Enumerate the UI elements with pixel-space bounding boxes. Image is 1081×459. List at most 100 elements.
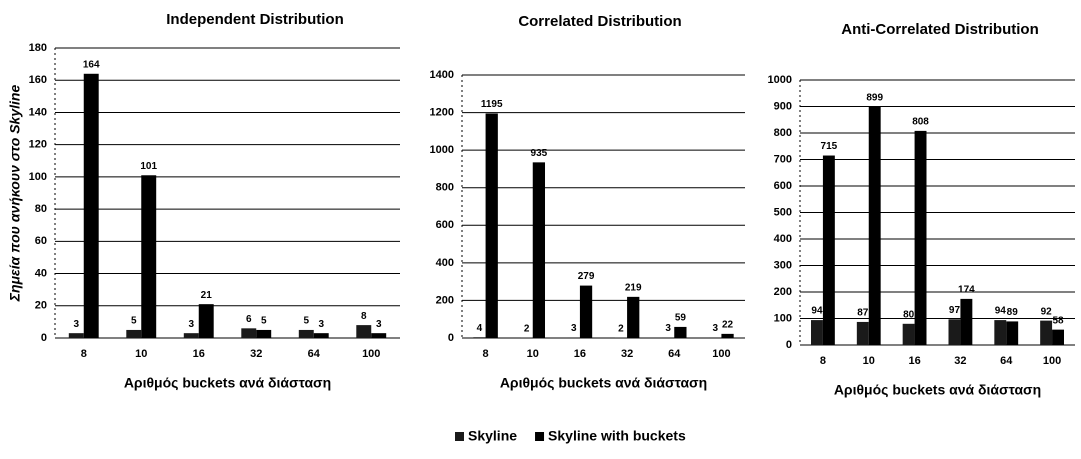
y-tick-label: 180 xyxy=(29,42,47,54)
bar xyxy=(485,113,498,338)
data-label: 808 xyxy=(912,117,929,128)
bar xyxy=(948,319,961,345)
data-label: 5 xyxy=(131,316,137,327)
bar xyxy=(1040,320,1053,345)
data-label: 174 xyxy=(958,285,975,296)
data-label: 3 xyxy=(73,319,79,330)
y-tick-label: 600 xyxy=(774,180,792,192)
x-tick-label: 32 xyxy=(954,355,966,367)
x-axis-label: Αριθμός buckets ανά διάσταση xyxy=(124,375,331,391)
y-tick-label: 40 xyxy=(35,267,47,279)
bar xyxy=(83,73,99,339)
data-label: 715 xyxy=(821,141,838,152)
y-tick-label: 400 xyxy=(436,257,454,269)
y-tick-label: 80 xyxy=(35,203,47,215)
x-tick-label: 8 xyxy=(820,355,826,367)
data-label: 6 xyxy=(246,314,252,325)
data-label: 89 xyxy=(1007,307,1019,318)
bar xyxy=(532,162,546,338)
data-label: 899 xyxy=(866,92,883,103)
x-tick-label: 64 xyxy=(1000,355,1013,367)
data-label: 5 xyxy=(303,316,309,327)
data-label: 3 xyxy=(376,319,382,330)
y-tick-label: 300 xyxy=(774,259,792,271)
y-tick-label: 200 xyxy=(774,286,792,298)
data-label: 8 xyxy=(361,311,367,322)
x-tick-label: 100 xyxy=(362,348,380,360)
bar xyxy=(371,333,387,338)
x-tick-label: 100 xyxy=(1043,355,1061,367)
bar xyxy=(868,106,881,345)
data-label: 87 xyxy=(857,308,869,319)
x-tick-label: 32 xyxy=(250,348,262,360)
bar xyxy=(579,285,593,338)
bar xyxy=(198,304,214,338)
legend-swatch xyxy=(535,432,545,441)
y-tick-label: 400 xyxy=(774,233,792,245)
bar xyxy=(141,175,157,338)
y-tick-label: 100 xyxy=(29,171,47,183)
y-tick-label: 500 xyxy=(774,206,792,218)
data-label: 219 xyxy=(625,282,642,293)
x-tick-label: 10 xyxy=(527,348,539,360)
y-tick-label: 600 xyxy=(436,219,454,231)
chart-title: Anti-Correlated Distribution xyxy=(841,21,1039,38)
data-label: 58 xyxy=(1052,315,1064,326)
bar xyxy=(856,321,869,345)
data-label: 3 xyxy=(713,323,719,334)
y-tick-label: 0 xyxy=(786,339,792,351)
bar xyxy=(298,329,314,338)
bar xyxy=(994,320,1007,345)
x-tick-label: 32 xyxy=(621,348,633,360)
data-label: 92 xyxy=(1041,306,1053,317)
x-tick-label: 100 xyxy=(712,348,730,360)
data-label: 2 xyxy=(524,323,530,334)
x-axis-label: Αριθμός buckets ανά διάσταση xyxy=(834,382,1041,398)
data-label: 80 xyxy=(903,309,915,320)
data-label: 3 xyxy=(318,319,324,330)
y-tick-label: 1000 xyxy=(768,74,792,86)
y-tick-label: 1000 xyxy=(430,144,454,156)
data-label: 5 xyxy=(261,316,267,327)
x-tick-label: 16 xyxy=(193,348,205,360)
y-tick-label: 140 xyxy=(29,106,47,118)
bar xyxy=(1006,321,1019,345)
y-tick-label: 160 xyxy=(29,74,47,86)
data-label: 2 xyxy=(618,323,624,334)
data-label: 3 xyxy=(571,323,577,334)
data-label: 22 xyxy=(722,320,734,331)
y-tick-label: 800 xyxy=(436,182,454,194)
bar xyxy=(721,333,734,338)
bar xyxy=(709,337,722,338)
bar xyxy=(960,298,973,345)
chart-title: Correlated Distribution xyxy=(518,13,681,30)
data-label: 3 xyxy=(665,323,671,334)
y-tick-label: 700 xyxy=(774,153,792,165)
bar xyxy=(822,155,835,345)
bar xyxy=(313,333,329,338)
data-label: 1195 xyxy=(481,99,503,110)
x-tick-label: 8 xyxy=(81,348,87,360)
bar xyxy=(256,329,272,338)
bar xyxy=(811,320,823,345)
y-tick-label: 1200 xyxy=(430,106,454,118)
y-tick-label: 60 xyxy=(35,235,47,247)
data-label: 59 xyxy=(675,313,687,324)
bar xyxy=(68,333,84,338)
legend-swatch xyxy=(455,432,464,441)
y-tick-label: 800 xyxy=(774,127,792,139)
bar xyxy=(126,329,142,338)
bar xyxy=(356,325,372,338)
y-tick-label: 900 xyxy=(774,100,792,112)
data-label: 21 xyxy=(201,290,213,301)
bar xyxy=(661,337,675,338)
data-label: 4 xyxy=(477,323,483,334)
y-tick-label: 0 xyxy=(448,332,454,344)
chart-title: Independent Distribution xyxy=(166,11,344,28)
data-label: 94 xyxy=(995,306,1007,317)
bar xyxy=(914,130,927,345)
data-label: 97 xyxy=(949,305,961,316)
bar xyxy=(183,333,199,338)
bar xyxy=(674,326,687,338)
data-label: 101 xyxy=(140,161,157,172)
